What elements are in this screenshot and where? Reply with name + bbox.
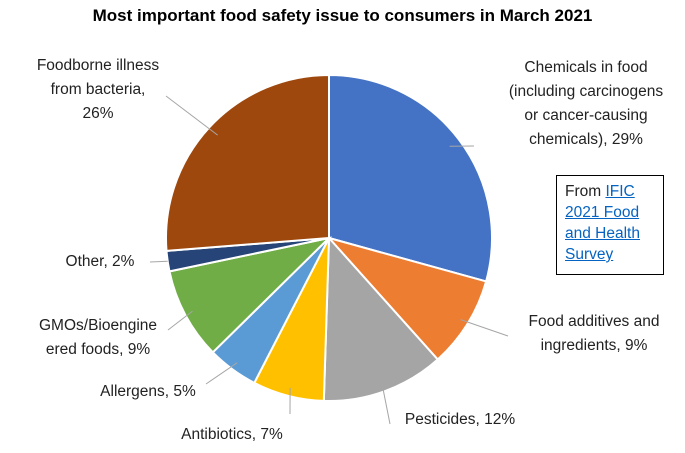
slice-label-line: Antibiotics, 7% bbox=[181, 426, 283, 443]
chart-title: Most important food safety issue to cons… bbox=[92, 6, 593, 25]
slice-label-line: ered foods, 9% bbox=[46, 341, 150, 358]
slice-label: GMOs/Bioengine ered foods, 9% bbox=[39, 317, 157, 358]
pie-slice bbox=[325, 236, 488, 361]
slice-label: Chemicals in food (including carcinogens o… bbox=[509, 59, 663, 148]
slice-label-line: Chemicals in food bbox=[524, 59, 647, 76]
slice-label-line: (including carcinogens bbox=[509, 83, 663, 100]
slice-label-line: chemicals), 29% bbox=[529, 131, 643, 148]
slice-label: Pesticides, 12% bbox=[405, 411, 515, 428]
source-link[interactable]: IFIC 2021 Food and Health Survey bbox=[565, 183, 640, 263]
slice-label: Foodborne illness from bacteria, 26% bbox=[37, 57, 160, 122]
leader-line bbox=[149, 260, 168, 263]
slice-label-line: from bacteria, bbox=[51, 81, 146, 98]
pie-slice bbox=[168, 236, 333, 354]
slice-label-line: Foodborne illness bbox=[37, 57, 160, 74]
pie-slice bbox=[328, 73, 493, 283]
slice-label-line: 26% bbox=[82, 105, 113, 122]
slice-label: Antibiotics, 7% bbox=[181, 426, 283, 443]
slice-label-line: Other, 2% bbox=[66, 253, 135, 270]
leader-line bbox=[165, 95, 218, 136]
slice-label: Food additives and ingredients, 9% bbox=[529, 313, 660, 354]
source-prefix: From bbox=[565, 183, 606, 200]
slice-label: Other, 2% bbox=[66, 253, 135, 270]
leader-line bbox=[460, 319, 509, 337]
pie-slice bbox=[322, 235, 440, 402]
source-note: From IFIC 2021 Food and Health Survey bbox=[556, 175, 664, 275]
leader-line bbox=[381, 383, 391, 425]
slice-label-line: ingredients, 9% bbox=[541, 337, 648, 354]
slice-label-line: or cancer-causing bbox=[524, 107, 647, 124]
slice-label-line: Food additives and bbox=[529, 313, 660, 330]
slice-label-line: Allergens, 5% bbox=[100, 383, 196, 400]
leader-line bbox=[167, 310, 193, 331]
slice-label-line: Pesticides, 12% bbox=[405, 411, 515, 428]
slice-label: Allergens, 5% bbox=[100, 383, 196, 400]
leader-line bbox=[205, 362, 238, 385]
slice-label-line: GMOs/Bioengine bbox=[39, 317, 157, 334]
pie-slice bbox=[165, 73, 330, 252]
